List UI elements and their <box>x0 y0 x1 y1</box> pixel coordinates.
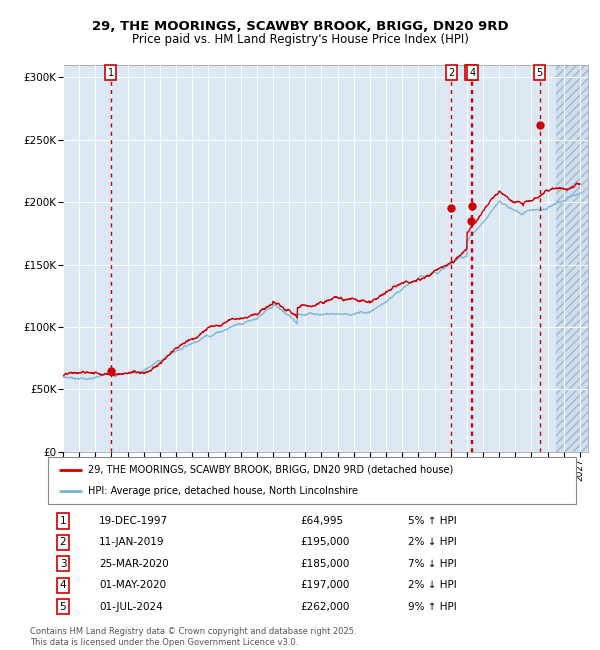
Text: 4: 4 <box>59 580 67 590</box>
Text: 25-MAR-2020: 25-MAR-2020 <box>99 559 169 569</box>
Text: 5: 5 <box>536 68 542 78</box>
Text: 01-JUL-2024: 01-JUL-2024 <box>99 602 163 612</box>
Text: 3: 3 <box>467 68 473 78</box>
Text: 2% ↓ HPI: 2% ↓ HPI <box>408 538 457 547</box>
FancyBboxPatch shape <box>48 457 576 504</box>
Text: 1: 1 <box>108 68 114 78</box>
Text: Price paid vs. HM Land Registry's House Price Index (HPI): Price paid vs. HM Land Registry's House … <box>131 32 469 46</box>
Text: 2: 2 <box>59 538 67 547</box>
Text: 29, THE MOORINGS, SCAWBY BROOK, BRIGG, DN20 9RD: 29, THE MOORINGS, SCAWBY BROOK, BRIGG, D… <box>92 20 508 32</box>
Text: £195,000: £195,000 <box>300 538 349 547</box>
Text: 1: 1 <box>59 516 67 526</box>
Text: £262,000: £262,000 <box>300 602 349 612</box>
Bar <box>556 65 588 452</box>
Text: 19-DEC-1997: 19-DEC-1997 <box>99 516 168 526</box>
Bar <box>556 65 588 452</box>
Text: 2: 2 <box>448 68 454 78</box>
Text: 2% ↓ HPI: 2% ↓ HPI <box>408 580 457 590</box>
Text: 7% ↓ HPI: 7% ↓ HPI <box>408 559 457 569</box>
Text: 3: 3 <box>59 559 67 569</box>
Text: £197,000: £197,000 <box>300 580 349 590</box>
Text: 9% ↑ HPI: 9% ↑ HPI <box>408 602 457 612</box>
Text: £64,995: £64,995 <box>300 516 343 526</box>
Text: 01-MAY-2020: 01-MAY-2020 <box>99 580 166 590</box>
Text: 4: 4 <box>469 68 475 78</box>
Text: 29, THE MOORINGS, SCAWBY BROOK, BRIGG, DN20 9RD (detached house): 29, THE MOORINGS, SCAWBY BROOK, BRIGG, D… <box>88 465 453 474</box>
Text: Contains HM Land Registry data © Crown copyright and database right 2025.
This d: Contains HM Land Registry data © Crown c… <box>30 627 356 647</box>
Text: HPI: Average price, detached house, North Lincolnshire: HPI: Average price, detached house, Nort… <box>88 486 358 496</box>
Text: 5: 5 <box>59 602 67 612</box>
Text: 11-JAN-2019: 11-JAN-2019 <box>99 538 164 547</box>
Text: 5% ↑ HPI: 5% ↑ HPI <box>408 516 457 526</box>
Text: £185,000: £185,000 <box>300 559 349 569</box>
